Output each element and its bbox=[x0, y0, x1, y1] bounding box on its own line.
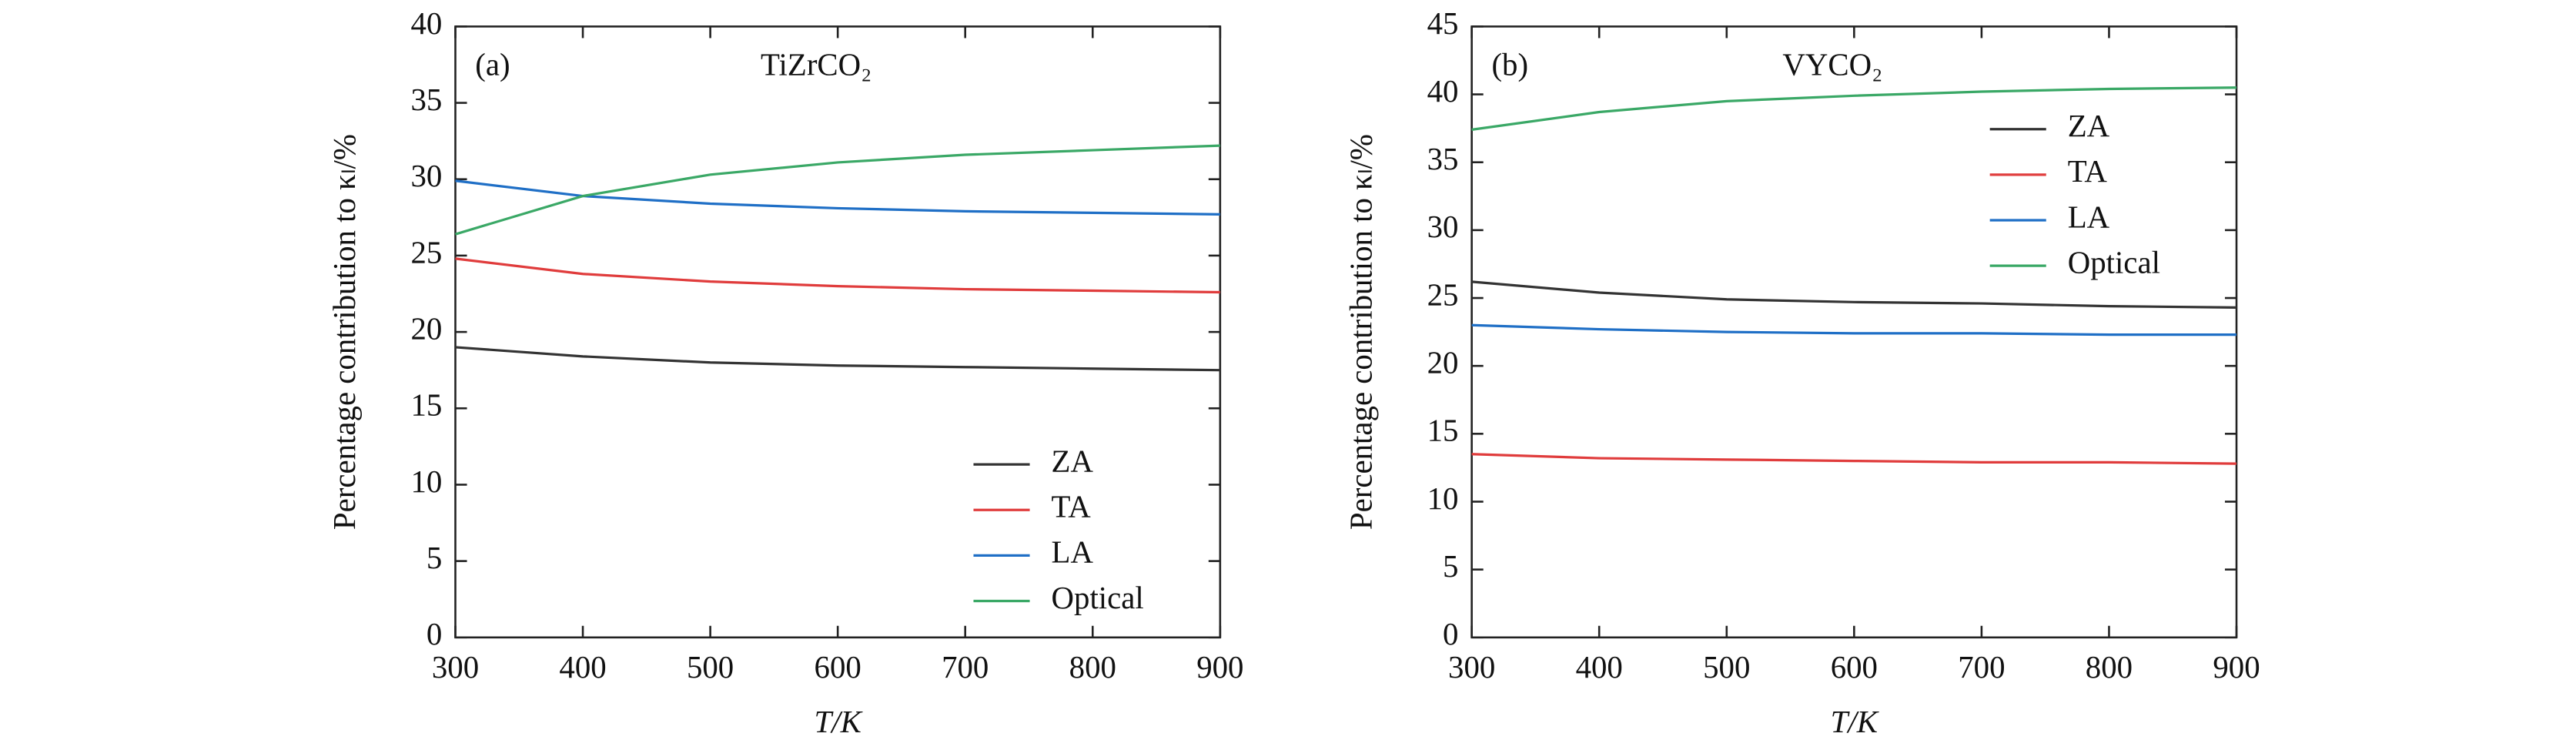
legend-label: LA bbox=[1052, 535, 1094, 570]
y-tick-label: 5 bbox=[427, 541, 442, 575]
x-tick-label: 500 bbox=[687, 650, 734, 685]
y-tick-label: 35 bbox=[1427, 142, 1459, 176]
series-line bbox=[455, 257, 1220, 294]
y-tick-label: 15 bbox=[1427, 414, 1459, 448]
chart-title: TiZrCO₂ bbox=[761, 48, 871, 82]
x-axis-label: T/K bbox=[815, 705, 863, 739]
y-tick-label: 25 bbox=[1427, 277, 1459, 312]
legend-label: Optical bbox=[2068, 245, 2160, 280]
x-tick-label: 300 bbox=[432, 650, 479, 685]
y-axis-label: Percentage contribution to κₗ/% bbox=[1343, 134, 1378, 530]
series-line bbox=[455, 346, 1220, 372]
chart-title: VYCO₂ bbox=[1782, 48, 1882, 82]
series-line bbox=[1471, 453, 2237, 465]
x-tick-label: 800 bbox=[2086, 650, 2133, 685]
x-tick-label: 400 bbox=[559, 650, 606, 685]
x-tick-label: 500 bbox=[1703, 650, 1750, 685]
x-tick-label: 900 bbox=[1196, 650, 1243, 685]
y-tick-label: 30 bbox=[1427, 209, 1459, 244]
y-tick-label: 40 bbox=[1427, 74, 1459, 109]
x-tick-label: 700 bbox=[942, 650, 989, 685]
y-tick-label: 35 bbox=[410, 82, 442, 117]
x-tick-label: 400 bbox=[1576, 650, 1623, 685]
legend-label: Optical bbox=[1052, 581, 1144, 615]
legend-label: TA bbox=[1052, 490, 1092, 524]
series-line bbox=[1471, 86, 2237, 131]
y-tick-label: 10 bbox=[1427, 481, 1459, 516]
x-tick-label: 800 bbox=[1069, 650, 1116, 685]
y-tick-label: 45 bbox=[1427, 6, 1459, 41]
legend-label: LA bbox=[2068, 199, 2110, 234]
y-tick-label: 30 bbox=[410, 159, 442, 193]
x-tick-label: 600 bbox=[815, 650, 861, 685]
x-tick-label: 300 bbox=[1448, 650, 1495, 685]
legend-label: ZA bbox=[1052, 444, 1094, 478]
plot-frame bbox=[454, 25, 1222, 639]
y-tick-label: 25 bbox=[410, 235, 442, 270]
y-tick-label: 5 bbox=[1443, 549, 1458, 584]
legend-label: TA bbox=[2068, 154, 2108, 189]
panel-label: (a) bbox=[475, 48, 510, 82]
plot-frame bbox=[1470, 25, 2238, 639]
x-tick-label: 700 bbox=[1958, 650, 2005, 685]
y-tick-label: 15 bbox=[410, 388, 442, 423]
x-tick-label: 600 bbox=[1831, 650, 1878, 685]
series-line bbox=[455, 179, 1220, 216]
y-tick-label: 10 bbox=[410, 464, 442, 499]
y-tick-label: 40 bbox=[410, 6, 442, 41]
series-line bbox=[1471, 323, 2237, 336]
x-axis-label: T/K bbox=[1831, 705, 1879, 739]
series-line bbox=[1471, 280, 2237, 309]
y-tick-label: 0 bbox=[427, 617, 442, 651]
y-tick-label: 20 bbox=[1427, 346, 1459, 380]
x-tick-label: 900 bbox=[2213, 650, 2260, 685]
y-tick-label: 0 bbox=[1443, 617, 1458, 651]
y-axis-label: Percentage contribution to κₗ/% bbox=[327, 134, 362, 530]
y-tick-label: 20 bbox=[410, 311, 442, 346]
series-line bbox=[455, 144, 1220, 236]
panel-label: (b) bbox=[1491, 48, 1528, 82]
legend-label: ZA bbox=[2068, 109, 2110, 143]
